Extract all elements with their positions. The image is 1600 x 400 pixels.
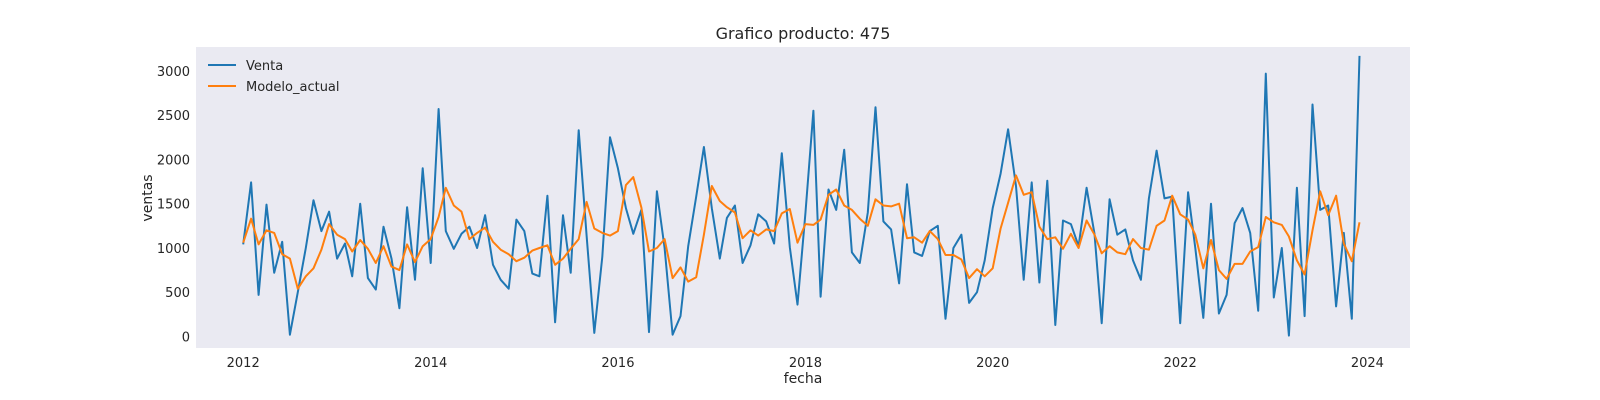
- plot-area: [196, 47, 1410, 348]
- x-tick-label: 2016: [601, 356, 634, 371]
- legend: Venta Modelo_actual: [208, 59, 340, 95]
- series-layer: [242, 55, 1361, 337]
- legend-label-venta: Venta: [246, 59, 283, 74]
- x-tick-label: 2022: [1164, 356, 1197, 371]
- y-axis: 0 500 1000 1500 2000 2500 3000: [157, 65, 190, 346]
- y-tick-label: 0: [182, 330, 190, 345]
- y-tick-label: 1500: [157, 198, 190, 213]
- y-tick-label: 2000: [157, 153, 190, 168]
- y-axis-title: ventas: [140, 174, 156, 221]
- x-axis-title: fecha: [784, 371, 823, 387]
- legend-label-modelo-actual: Modelo_actual: [246, 80, 340, 95]
- chart-title: Grafico producto: 475: [716, 24, 891, 43]
- y-tick-label: 1000: [157, 242, 190, 257]
- x-tick-label: 2024: [1351, 356, 1384, 371]
- series-line-venta: [242, 55, 1361, 337]
- x-tick-label: 2012: [227, 356, 260, 371]
- y-tick-label: 2500: [157, 109, 190, 124]
- x-tick-label: 2014: [414, 356, 447, 371]
- series-line-modelo-actual: [242, 174, 1361, 290]
- x-axis: 2012 2014 2016 2018 2020 2022 2024: [227, 356, 1384, 371]
- x-tick-label: 2020: [976, 356, 1009, 371]
- x-tick-label: 2018: [789, 356, 822, 371]
- y-tick-label: 3000: [157, 65, 190, 80]
- y-tick-label: 500: [165, 286, 190, 301]
